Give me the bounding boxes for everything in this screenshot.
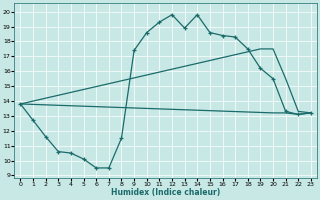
X-axis label: Humidex (Indice chaleur): Humidex (Indice chaleur) xyxy=(111,188,220,197)
